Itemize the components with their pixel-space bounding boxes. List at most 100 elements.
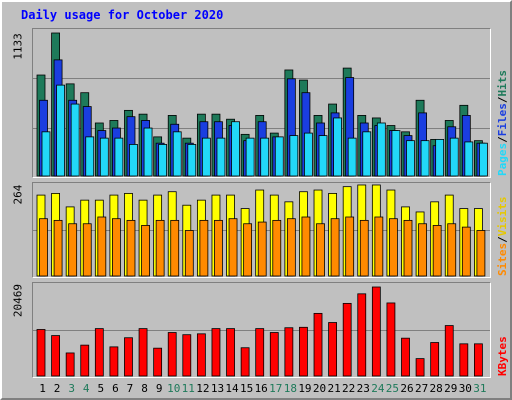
- legend-kbytes: KBytes: [496, 336, 509, 376]
- sites-bar-day-8: [141, 225, 150, 277]
- pages-bar-day-27: [420, 140, 430, 177]
- x-tick-label-day-10: 10: [167, 382, 181, 395]
- sites-bar-day-21: [330, 218, 340, 277]
- legend-sites-visits: Sites/Visits: [496, 184, 509, 277]
- legend-separator: /: [496, 96, 509, 104]
- sites-bar-day-6: [112, 218, 121, 277]
- x-tick-label-day-19: 19: [298, 382, 312, 395]
- sites-bar-day-13: [214, 219, 223, 277]
- kbytes-bar-day-7: [124, 337, 133, 377]
- pages-bar-day-9: [158, 144, 168, 177]
- kbytes-bar-day-12: [196, 333, 206, 377]
- kbytes-bar-day-1: [36, 329, 46, 377]
- sites-bar-day-22: [345, 216, 355, 277]
- sites-bar-day-25: [389, 218, 398, 277]
- kbytes-bar-day-11: [182, 334, 192, 377]
- pages-bar-day-17: [274, 136, 284, 177]
- pages-bar-day-24: [376, 122, 386, 177]
- x-tick-label-day-28: 28: [429, 382, 443, 395]
- x-tick-label-day-21: 21: [327, 382, 341, 395]
- sites-bar-day-18: [286, 218, 296, 277]
- pages-bar-day-13: [216, 137, 226, 177]
- x-tick-label-day-22: 22: [342, 382, 356, 395]
- sites-bar-day-3: [68, 223, 78, 277]
- y-max-label-kbytes: 20469: [11, 283, 25, 318]
- pages-bar-day-31: [478, 142, 488, 177]
- kbytes-bar-day-23: [357, 293, 367, 377]
- sites-bar-day-12: [199, 219, 209, 277]
- pages-bar-day-30: [464, 141, 474, 177]
- pages-bar-day-16: [260, 137, 270, 177]
- kbytes-bar-day-16: [255, 328, 265, 377]
- hits-files-pages-chart: [33, 32, 490, 177]
- kbytes-bar-day-17: [269, 332, 279, 377]
- x-tick-label-day-26: 26: [400, 382, 414, 395]
- x-tick-label-day-4: 4: [82, 382, 90, 395]
- pages-bar-day-15: [245, 137, 255, 177]
- kbytes-chart: [33, 286, 490, 377]
- sites-bar-day-9: [155, 219, 165, 277]
- x-tick-label-day-29: 29: [444, 382, 458, 395]
- sites-bar-day-4: [82, 223, 92, 277]
- sites-bar-day-20: [316, 223, 325, 277]
- x-tick-label-day-25: 25: [385, 382, 400, 395]
- legend-sites: Sites: [496, 242, 509, 276]
- sites-bar-day-2: [53, 219, 63, 277]
- y-max-label-visits: 264: [11, 184, 25, 205]
- sites-bar-day-5: [97, 216, 107, 277]
- pages-bar-day-29: [449, 137, 459, 177]
- sites-bar-day-1: [39, 218, 48, 277]
- sites-bar-day-11: [184, 230, 194, 277]
- x-tick-label-day-13: 13: [210, 382, 225, 395]
- pages-bar-day-6: [114, 137, 124, 177]
- legend-pages: Pages: [496, 142, 509, 176]
- kbytes-bar-day-26: [401, 337, 410, 377]
- pages-bar-day-19: [304, 132, 313, 177]
- pages-bar-day-4: [85, 136, 95, 177]
- x-tick-label-day-15: 15: [239, 382, 254, 395]
- pages-bar-day-3: [70, 103, 80, 177]
- x-tick-label-day-2: 2: [53, 382, 61, 395]
- legend-separator: /: [496, 136, 509, 143]
- x-tick-label-day-14: 14: [225, 382, 239, 395]
- pages-bar-day-8: [143, 127, 153, 177]
- x-tick-label-day-7: 7: [126, 382, 134, 395]
- hits-files-pages-panel: [32, 28, 491, 178]
- x-tick-label-day-3: 3: [68, 382, 75, 395]
- pages-bar-day-26: [406, 140, 415, 177]
- pages-bar-day-14: [231, 121, 240, 177]
- pages-bar-day-20: [318, 135, 328, 177]
- legend-hits: Hits: [496, 70, 509, 97]
- kbytes-bar-day-18: [284, 327, 294, 377]
- pages-bar-day-21: [333, 117, 343, 177]
- x-tick-label-day-6: 6: [112, 382, 119, 395]
- kbytes-bar-day-30: [459, 343, 469, 377]
- pages-bar-day-1: [41, 131, 51, 177]
- legend-visits: Visits: [496, 196, 509, 237]
- legend-separator: /: [496, 236, 509, 243]
- visits-sites-chart: [33, 184, 490, 277]
- pages-bar-day-23: [362, 131, 372, 177]
- x-tick-label-day-9: 9: [155, 382, 163, 395]
- kbytes-bar-day-14: [226, 328, 235, 377]
- sites-bar-day-29: [447, 223, 457, 277]
- kbytes-bar-day-2: [51, 335, 60, 377]
- sites-bar-day-24: [374, 216, 384, 277]
- x-tick-label-day-20: 20: [312, 382, 327, 395]
- pages-bar-day-22: [347, 137, 357, 177]
- kbytes-bar-day-6: [109, 346, 119, 377]
- legend-files: Files: [496, 103, 509, 137]
- kbytes-bar-day-9: [153, 347, 163, 377]
- sites-bar-day-7: [126, 219, 136, 277]
- legend-hits-files-pages: Pages/Files/Hits: [496, 30, 509, 176]
- pages-bar-day-18: [289, 135, 299, 177]
- pages-bar-day-25: [391, 130, 401, 177]
- kbytes-bar-day-20: [313, 312, 323, 377]
- pages-bar-day-11: [187, 144, 197, 177]
- kbytes-bar-day-10: [167, 332, 177, 377]
- sites-bar-day-30: [461, 226, 471, 277]
- kbytes-panel: [32, 282, 491, 378]
- kbytes-bar-day-3: [65, 352, 75, 377]
- pages-bar-day-7: [129, 144, 138, 177]
